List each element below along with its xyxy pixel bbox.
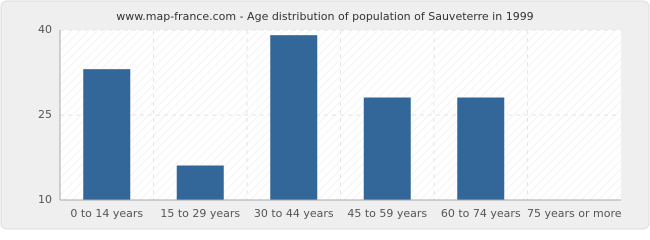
bar	[176, 165, 224, 201]
x-tick-label: 0 to 14 years	[70, 207, 143, 220]
chart-title: www.map-france.com - Age distribution of…	[116, 10, 533, 23]
bar	[457, 97, 505, 201]
bar	[363, 97, 411, 201]
y-tick-label: 40	[38, 23, 52, 36]
x-tick-label: 15 to 29 years	[160, 207, 240, 220]
y-tick-label: 25	[38, 108, 52, 121]
x-tick-label: 60 to 74 years	[441, 207, 521, 220]
x-tick-label: 75 years or more	[527, 207, 622, 220]
bar	[83, 69, 131, 201]
y-tick-label: 10	[38, 193, 52, 206]
x-tick-label: 45 to 59 years	[347, 207, 427, 220]
bar	[270, 35, 318, 201]
chart: www.map-france.com - Age distribution of…	[0, 0, 650, 230]
x-tick-label: 30 to 44 years	[254, 207, 334, 220]
